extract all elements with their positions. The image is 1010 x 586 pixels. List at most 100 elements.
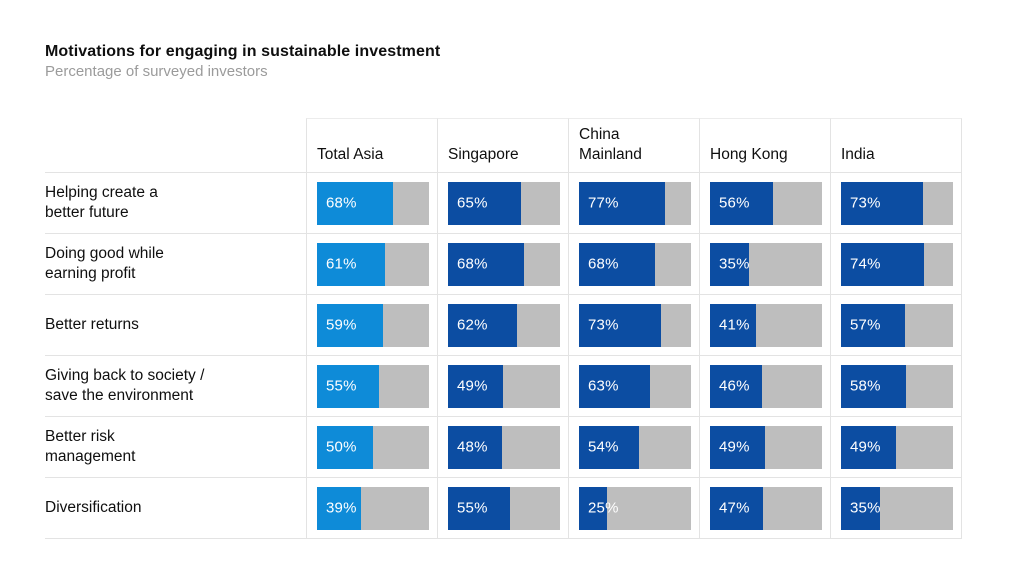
row-label: Doing good while earning profit [45, 234, 306, 295]
bar-track: 55% [448, 486, 560, 530]
bar-track: 68% [579, 242, 691, 286]
bar-track: 63% [579, 364, 691, 408]
row-label: Diversification [45, 478, 306, 539]
bar-track: 50% [317, 425, 429, 469]
bar-value: 48% [457, 438, 488, 456]
bar-value: 58% [850, 377, 881, 395]
bar-fill [710, 364, 762, 408]
bar-cell: 56% [699, 173, 830, 234]
bar-fill [710, 425, 765, 469]
bar-fill [841, 303, 905, 347]
bar-value: 62% [457, 316, 488, 334]
bar-fill [579, 242, 656, 286]
bar-track: 49% [841, 425, 953, 469]
bar-cell: 58% [830, 356, 962, 417]
bar-fill [841, 181, 923, 225]
bar-fill [710, 242, 750, 286]
bar-track: 41% [710, 303, 822, 347]
bar-track: 77% [579, 181, 691, 225]
bar-track: 35% [710, 242, 822, 286]
bar-cell: 25% [568, 478, 699, 539]
bar-track: 68% [448, 242, 560, 286]
bar-value: 41% [719, 316, 750, 334]
bar-cell: 50% [306, 417, 437, 478]
bar-track: 62% [448, 303, 560, 347]
column-header: Hong Kong [699, 118, 830, 173]
bar-fill [448, 425, 502, 469]
row-label: Better returns [45, 295, 306, 356]
bar-value: 68% [588, 255, 619, 273]
bar-value: 73% [588, 316, 619, 334]
bar-fill [579, 486, 607, 530]
bar-value: 55% [457, 499, 488, 517]
bar-fill [317, 242, 386, 286]
bar-value: 56% [719, 194, 750, 212]
bar-value: 46% [719, 377, 750, 395]
bar-fill [579, 425, 640, 469]
bar-cell: 39% [306, 478, 437, 539]
bar-track: 35% [841, 486, 953, 530]
bar-cell: 68% [306, 173, 437, 234]
bar-fill [710, 303, 756, 347]
bar-value: 39% [326, 499, 357, 517]
bar-track: 65% [448, 181, 560, 225]
bar-track: 68% [317, 181, 429, 225]
bar-cell: 35% [830, 478, 962, 539]
bar-fill [317, 181, 394, 225]
bar-value: 68% [457, 255, 488, 273]
bar-track: 48% [448, 425, 560, 469]
bar-cell: 47% [699, 478, 830, 539]
bar-cell: 49% [830, 417, 962, 478]
bar-cell: 49% [437, 356, 568, 417]
bar-fill [448, 242, 525, 286]
bar-cell: 68% [437, 234, 568, 295]
bar-cell: 74% [830, 234, 962, 295]
bar-cell: 46% [699, 356, 830, 417]
bar-fill [317, 364, 379, 408]
bar-value: 59% [326, 316, 357, 334]
bar-value: 50% [326, 438, 357, 456]
bar-value: 47% [719, 499, 750, 517]
bar-track: 49% [710, 425, 822, 469]
bar-value: 61% [326, 255, 357, 273]
table-corner-cell [45, 118, 306, 173]
bar-fill [710, 181, 773, 225]
bar-value: 77% [588, 194, 619, 212]
bar-cell: 55% [306, 356, 437, 417]
bar-value: 73% [850, 194, 881, 212]
bar-track: 56% [710, 181, 822, 225]
bar-value: 63% [588, 377, 619, 395]
bar-fill [317, 425, 373, 469]
bar-track: 25% [579, 486, 691, 530]
bar-cell: 63% [568, 356, 699, 417]
bar-cell: 73% [830, 173, 962, 234]
bar-fill [710, 486, 763, 530]
bar-cell: 54% [568, 417, 699, 478]
bar-fill [579, 364, 650, 408]
bar-cell: 77% [568, 173, 699, 234]
bar-track: 39% [317, 486, 429, 530]
bar-fill [317, 486, 361, 530]
column-header: China Mainland [568, 118, 699, 173]
row-label: Better risk management [45, 417, 306, 478]
bar-track: 58% [841, 364, 953, 408]
bar-fill [317, 303, 384, 347]
bar-fill [579, 303, 661, 347]
bar-track: 47% [710, 486, 822, 530]
bar-fill [448, 181, 521, 225]
chart-subtitle: Percentage of surveyed investors [45, 63, 268, 80]
bar-cell: 57% [830, 295, 962, 356]
bar-value: 54% [588, 438, 619, 456]
bar-value: 68% [326, 194, 357, 212]
bar-fill [841, 425, 896, 469]
bar-cell: 49% [699, 417, 830, 478]
column-header: India [830, 118, 962, 173]
column-header: Total Asia [306, 118, 437, 173]
row-label: Giving back to society / save the enviro… [45, 356, 306, 417]
bar-cell: 41% [699, 295, 830, 356]
chart-header: Motivations for engaging in sustainable … [0, 0, 1010, 82]
bar-fill [841, 242, 924, 286]
bar-track: 54% [579, 425, 691, 469]
column-header: Singapore [437, 118, 568, 173]
